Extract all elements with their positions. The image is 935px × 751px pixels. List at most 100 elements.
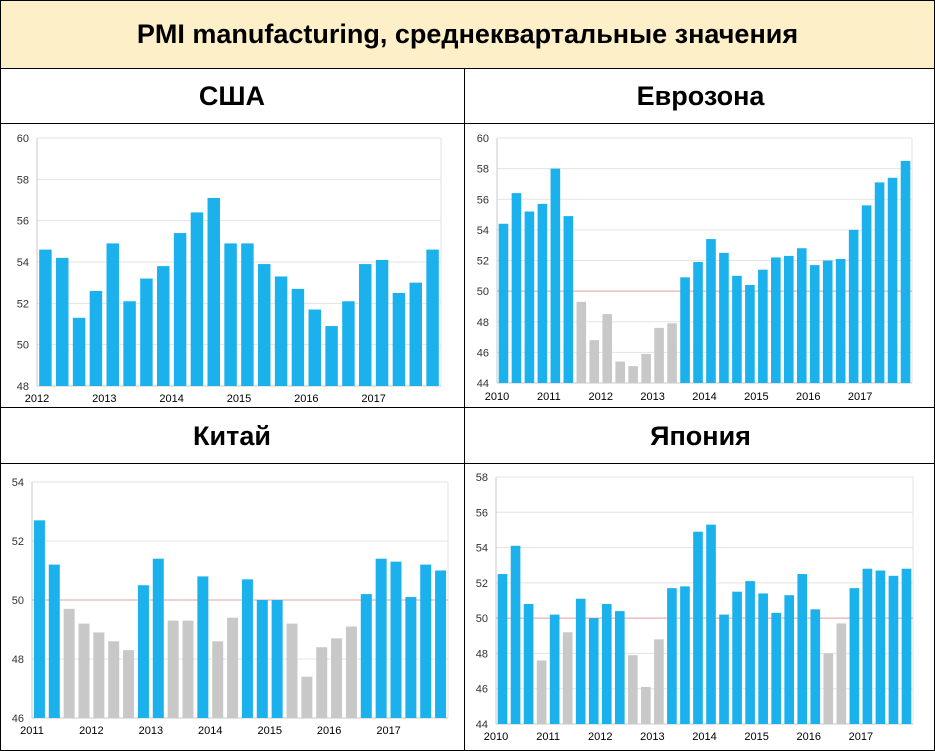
y-tick-label: 56 xyxy=(476,507,488,519)
x-year-label: 2017 xyxy=(361,393,385,405)
bar xyxy=(325,326,338,386)
bar xyxy=(390,561,402,718)
bar xyxy=(614,611,625,724)
panel-title-japan: Япония xyxy=(466,409,935,463)
chart-china: 46 48 50 52 54 2011 2012 2013 2014 2015 2016 2017 xyxy=(12,477,449,737)
bar xyxy=(123,650,135,718)
panel-title-usa: США xyxy=(0,69,464,123)
bar xyxy=(835,258,846,383)
y-tick-label: 46 xyxy=(12,713,24,725)
bar xyxy=(258,264,271,386)
x-year-label: 2012 xyxy=(25,393,49,405)
bar xyxy=(510,545,521,724)
bar xyxy=(745,285,755,383)
bar xyxy=(771,257,781,383)
x-year-label: 2015 xyxy=(744,731,768,743)
panel-title-china: Китай xyxy=(0,409,464,463)
y-tick-label: 52 xyxy=(476,578,488,590)
bar xyxy=(887,177,898,383)
bar xyxy=(562,632,573,724)
chart-usa: 48 50 52 54 56 58 60 2012 2013 2014 2015 2016 2017 xyxy=(17,133,442,405)
chart-eurozone: 44 46 48 50 52 54 56 58 60 2010 2011 2012 2013 2014 20… xyxy=(477,133,913,403)
y-tick-label: 46 xyxy=(476,684,488,696)
y-tick-label: 50 xyxy=(477,286,489,298)
x-year-label: 2016 xyxy=(797,731,821,743)
bar xyxy=(392,293,406,386)
bar xyxy=(745,581,755,724)
x-year-label: 2014 xyxy=(198,725,222,737)
bar xyxy=(511,193,522,383)
x-year-label: 2011 xyxy=(536,731,560,743)
x-year-label: 2016 xyxy=(294,393,318,405)
bar xyxy=(426,249,439,386)
y-tick-label: 54 xyxy=(477,225,489,237)
bar xyxy=(207,197,220,386)
bar xyxy=(39,249,52,386)
bar xyxy=(784,595,795,724)
bar xyxy=(900,160,911,383)
x-year-label: 2010 xyxy=(484,731,508,743)
bar xyxy=(641,686,651,724)
bar xyxy=(836,623,847,724)
y-tick-label: 56 xyxy=(17,216,29,228)
bar xyxy=(809,265,820,383)
bar xyxy=(524,211,535,383)
y-tick-label: 56 xyxy=(477,194,489,206)
x-year-label: 2012 xyxy=(589,391,613,403)
bar xyxy=(316,647,328,718)
x-year-label: 2014 xyxy=(159,393,183,405)
y-tick-label: 60 xyxy=(477,133,489,145)
bar xyxy=(861,205,872,383)
bar xyxy=(615,361,626,383)
bar xyxy=(140,278,153,386)
bar xyxy=(241,579,253,718)
bar xyxy=(108,641,120,718)
y-tick-label: 58 xyxy=(476,472,488,484)
y-tick-label: 54 xyxy=(17,257,29,269)
bar xyxy=(212,641,224,718)
y-tick-label: 58 xyxy=(477,164,489,176)
x-year-label: 2010 xyxy=(485,391,509,403)
bar xyxy=(106,243,119,386)
x-year-label: 2013 xyxy=(640,731,664,743)
bar xyxy=(48,564,60,718)
panel-title-eurozone: Еврозона xyxy=(466,69,935,123)
y-tick-label: 52 xyxy=(12,536,24,548)
main-title: PMI manufacturing, среднеквартальные зна… xyxy=(0,0,935,69)
x-year-label: 2011 xyxy=(20,725,44,737)
x-year-label: 2017 xyxy=(848,391,872,403)
y-tick-label: 52 xyxy=(17,298,29,310)
bar xyxy=(435,570,447,718)
x-year-label: 2013 xyxy=(139,725,163,737)
bar xyxy=(227,617,239,718)
bar xyxy=(719,614,729,724)
bar xyxy=(654,639,664,724)
bar xyxy=(848,229,859,383)
x-year-label: 2016 xyxy=(796,391,820,403)
bar xyxy=(375,259,389,386)
bar xyxy=(167,620,179,718)
bar xyxy=(680,277,690,383)
bar xyxy=(256,600,268,718)
y-tick-label: 50 xyxy=(476,613,488,625)
bar xyxy=(152,558,164,718)
bar xyxy=(137,585,149,718)
bar xyxy=(589,340,600,383)
bar xyxy=(123,301,136,386)
y-tick-label: 54 xyxy=(12,477,24,489)
bar xyxy=(849,588,860,724)
bar xyxy=(732,275,742,383)
bar xyxy=(157,266,170,386)
bar xyxy=(783,255,794,383)
x-year-label: 2017 xyxy=(376,725,400,737)
chart-japan: 44 46 48 50 52 54 56 58 2010 2011 2012 2013 2014 2015… xyxy=(476,472,914,743)
x-year-label: 2014 xyxy=(692,391,716,403)
bar xyxy=(822,260,833,383)
y-tick-label: 58 xyxy=(17,174,29,186)
bar xyxy=(331,638,343,718)
bar xyxy=(63,608,75,718)
bar xyxy=(190,212,204,386)
bar xyxy=(274,276,288,386)
bar xyxy=(224,243,237,386)
bar xyxy=(771,612,781,724)
